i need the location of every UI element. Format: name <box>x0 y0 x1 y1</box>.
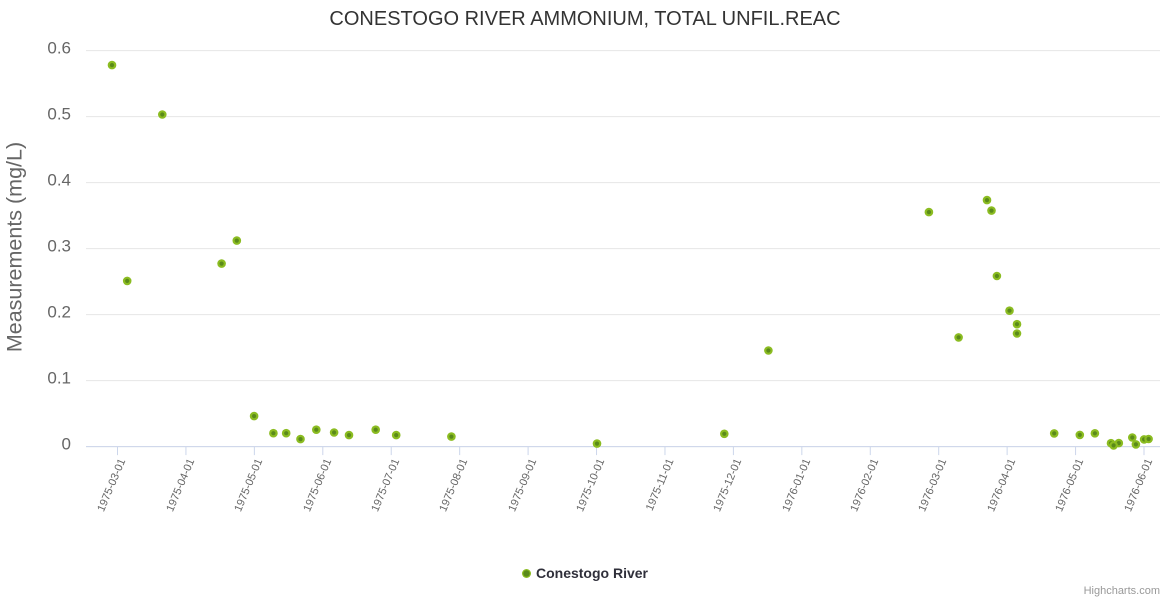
svg-text:0.3: 0.3 <box>47 237 71 256</box>
svg-text:0.1: 0.1 <box>47 369 71 388</box>
svg-text:0.6: 0.6 <box>47 39 71 58</box>
svg-text:0.4: 0.4 <box>47 171 71 190</box>
svg-text:0.5: 0.5 <box>47 105 71 124</box>
svg-text:0.2: 0.2 <box>47 303 71 322</box>
svg-text:0: 0 <box>62 435 71 454</box>
